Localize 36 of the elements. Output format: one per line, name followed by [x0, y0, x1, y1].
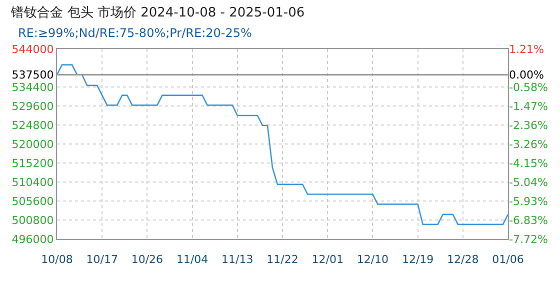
- x-tick-label: 12/01: [312, 253, 344, 266]
- y-tick-label: 500800: [12, 214, 54, 227]
- line-series: [57, 64, 508, 225]
- y2-tick-label: -5.04%: [509, 176, 548, 189]
- x-tick-label: 01/06: [492, 253, 524, 266]
- y2-tick-label: -1.47%: [509, 100, 548, 113]
- y-tick-label: 537500: [12, 68, 54, 82]
- x-tick-label: 10/08: [41, 253, 73, 266]
- x-tick-label: 10/26: [131, 253, 164, 266]
- y2-tick-label: -2.36%: [509, 118, 548, 132]
- x-tick-label: 11/04: [176, 253, 208, 266]
- chart-subtitle: RE:≥99%;Nd/RE:75-80%;Pr/RE:20-25%: [18, 26, 252, 40]
- y-tick-label: 505600: [12, 194, 54, 208]
- y-tick-label: 544000: [12, 42, 54, 56]
- y2-tick-label: 0.00%: [509, 68, 544, 82]
- y2-tick-label: 1.21%: [509, 42, 544, 56]
- y-tick-label: 496000: [12, 232, 54, 246]
- y2-tick-label: -4.15%: [509, 156, 548, 170]
- x-tick-label: 12/28: [447, 253, 479, 266]
- x-tick-label: 11/22: [266, 253, 298, 266]
- x-tick-label: 12/19: [402, 253, 434, 266]
- chart-title: 镨钕合金 包头 市场价 2024-10-08 - 2025-01-06: [10, 6, 305, 21]
- y2-tick-label: -7.72%: [509, 232, 548, 246]
- y-tick-label: 529600: [12, 100, 54, 113]
- y-tick-label: 524800: [12, 118, 54, 132]
- y-tick-label: 515200: [12, 156, 54, 170]
- y2-tick-label: -6.83%: [509, 214, 548, 227]
- y2-tick-label: -0.58%: [509, 80, 548, 94]
- y-tick-label: 520000: [12, 138, 54, 151]
- x-tick-label: 12/10: [356, 253, 389, 266]
- y2-tick-label: -5.93%: [509, 194, 548, 208]
- x-tick-label: 11/13: [222, 253, 254, 266]
- y-tick-label: 510400: [12, 176, 54, 189]
- y2-tick-label: -3.26%: [509, 138, 548, 151]
- x-tick-label: 10/17: [86, 253, 118, 266]
- y-tick-label: 534400: [12, 80, 54, 94]
